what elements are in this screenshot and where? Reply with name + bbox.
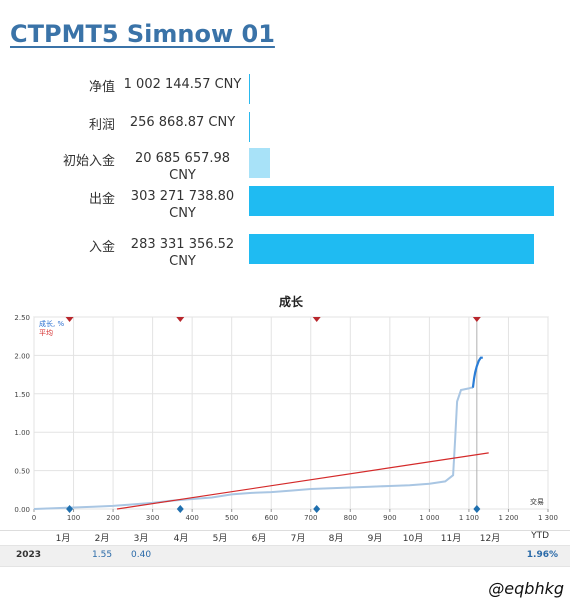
bottom-marker <box>313 505 321 513</box>
top-marker <box>65 317 74 322</box>
stat-bar <box>249 234 534 264</box>
month-label: 2月 <box>94 534 110 544</box>
month-header-row: 1月 2月 3月 4月 5月 6月 7月 8月 9月 10月 11月 12月 Y… <box>0 530 570 545</box>
month-label: 12月 <box>479 534 501 544</box>
x-tick-label: 0 <box>32 514 36 522</box>
y-tick-label: 1.00 <box>14 429 30 437</box>
series-line <box>116 452 489 510</box>
year-row-2023: 2023 1.55 0.40 1.96% <box>0 545 570 567</box>
ytd-value: 1.96% <box>526 550 558 560</box>
x-tick-label: 900 <box>383 514 396 522</box>
stat-row-profit: 利润 256 868.87 CNY <box>0 112 570 146</box>
x-tick-label: 400 <box>185 514 198 522</box>
stat-row-withdrawal: 出金 303 271 738.80 CNY <box>0 186 570 221</box>
series-line <box>471 356 483 388</box>
month-label: 10月 <box>402 534 424 544</box>
month-label: 1月 <box>55 534 71 544</box>
y-tick-label: 0.00 <box>14 506 30 514</box>
x-tick-label: 1 300 <box>538 514 558 522</box>
stat-bar <box>249 74 250 104</box>
stat-bar <box>249 112 250 142</box>
chart-title: 成长 <box>279 294 304 309</box>
month-label: 4月 <box>173 534 189 544</box>
x-tick-label: 1 000 <box>419 514 439 522</box>
x-tick-label: 500 <box>225 514 238 522</box>
stat-bar <box>249 186 554 216</box>
bottom-marker <box>66 505 74 513</box>
x-tick-label: 600 <box>265 514 278 522</box>
stat-value: 1 002 144.57 CNY <box>123 77 242 92</box>
x-axis-label: 交易 <box>530 497 544 506</box>
top-marker <box>176 317 185 322</box>
legend-entry: 成长, % <box>39 319 64 328</box>
top-marker <box>472 317 481 322</box>
x-tick-label: 800 <box>344 514 357 522</box>
year-label: 2023 <box>16 550 42 560</box>
stat-row-deposit: 入金 283 331 356.52 CNY <box>0 234 570 269</box>
month-label: 8月 <box>328 534 344 544</box>
month-label: 3月 <box>133 534 149 544</box>
stat-label: 入金 <box>88 240 115 255</box>
y-tick-label: 2.00 <box>14 352 30 360</box>
month-label: 7月 <box>290 534 306 544</box>
stat-label: 初始入金 <box>62 154 115 169</box>
stat-value: 283 331 356.52 CNY <box>130 237 235 269</box>
bottom-marker <box>473 505 481 513</box>
growth-chart-svg: 成长 0.00 0.50 1.00 1.50 2.00 2.50 0 100 200 300 400 5… <box>14 294 558 522</box>
stat-label: 利润 <box>88 118 115 133</box>
month-label: 6月 <box>251 534 267 544</box>
stat-bar <box>249 148 270 178</box>
x-tick-label: 300 <box>146 514 159 522</box>
account-title[interactable]: CTPMT5 Simnow 01 <box>10 20 275 48</box>
ytd-header: YTD <box>531 531 550 541</box>
stat-row-initial-deposit: 初始入金 20 685 657.98 CNY <box>0 148 570 183</box>
series-line <box>33 386 473 510</box>
bottom-marker <box>176 505 184 513</box>
x-tick-label: 100 <box>67 514 80 522</box>
plot-area <box>33 316 549 510</box>
month-value-mar: 0.40 <box>131 550 152 560</box>
stat-row-equity: 净值 1 002 144.57 CNY <box>0 74 570 108</box>
stat-value: 303 271 738.80 CNY <box>130 189 235 221</box>
growth-chart[interactable]: 成长 0.00 0.50 1.00 1.50 2.00 2.50 0 100 200 300 400 5… <box>0 292 570 532</box>
top-marker <box>312 317 321 322</box>
x-tick-label: 200 <box>106 514 119 522</box>
x-tick-label: 1 200 <box>498 514 518 522</box>
month-value-feb: 1.55 <box>92 550 113 560</box>
month-label: 11月 <box>440 534 462 544</box>
y-tick-label: 2.50 <box>14 314 30 322</box>
watermark: @eqbhkg <box>488 579 564 598</box>
legend-entry: 平均 <box>39 328 53 337</box>
x-tick-label: 1 100 <box>459 514 479 522</box>
stat-label: 出金 <box>88 192 115 207</box>
y-tick-label: 1.50 <box>14 391 30 399</box>
month-label: 5月 <box>212 534 228 544</box>
month-label: 9月 <box>367 534 383 544</box>
x-tick-label: 700 <box>304 514 317 522</box>
stat-label: 净值 <box>88 80 115 95</box>
stat-value: 20 685 657.98 CNY <box>134 151 231 183</box>
y-tick-label: 0.50 <box>14 468 30 476</box>
stat-value: 256 868.87 CNY <box>129 115 236 130</box>
